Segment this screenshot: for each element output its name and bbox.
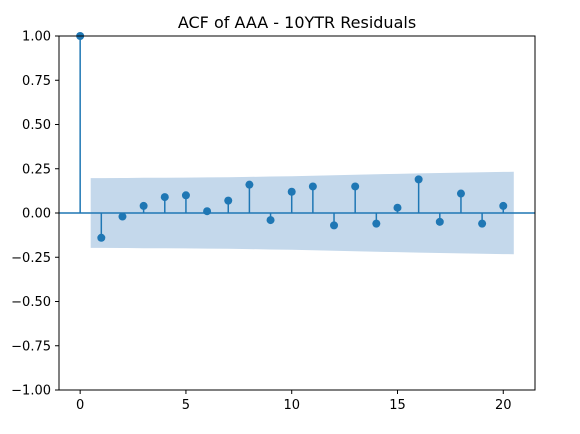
axes: 0 5 10 15 20 −1.00 −0.75 −0.50 −0.25 0.00 0.25 0.50…: [11, 30, 511, 414]
chart-title: ACF of AAA - 10YTR Residuals: [178, 13, 416, 32]
acf-point: [330, 221, 339, 230]
y-tick-label: 0.00: [22, 207, 51, 222]
x-tick-label: 5: [182, 398, 190, 413]
y-tick-label: −0.50: [11, 295, 51, 310]
y-tick-label: 0.50: [22, 118, 51, 133]
plot-area: [59, 32, 535, 255]
acf-point: [160, 193, 169, 202]
acf-point: [414, 175, 423, 184]
y-tick-label: −0.25: [11, 251, 51, 266]
y-tick-label: 0.25: [22, 162, 51, 177]
acf-point: [351, 182, 360, 191]
acf-point: [456, 189, 465, 198]
x-tick-label: 10: [283, 398, 300, 413]
y-tick-label: −1.00: [11, 384, 51, 399]
acf-point: [287, 187, 296, 196]
y-tick-label: 0.75: [22, 74, 51, 89]
acf-point: [245, 180, 254, 189]
y-tick-label: −0.75: [11, 339, 51, 354]
acf-point: [266, 216, 275, 225]
acf-point: [97, 233, 106, 242]
acf-point: [478, 219, 487, 228]
acf-point: [181, 191, 190, 200]
acf-point: [203, 207, 212, 216]
acf-point: [393, 203, 402, 212]
x-tick-label: 0: [76, 398, 84, 413]
acf-point: [308, 182, 317, 191]
acf-point: [118, 212, 127, 221]
acf-point: [139, 201, 148, 210]
acf-point: [435, 217, 444, 226]
acf-point: [372, 219, 381, 228]
x-tick-label: 15: [389, 398, 406, 413]
x-tick-label: 20: [495, 398, 512, 413]
acf-point: [224, 196, 233, 205]
y-tick-label: 1.00: [22, 30, 51, 45]
acf-point: [499, 201, 508, 210]
